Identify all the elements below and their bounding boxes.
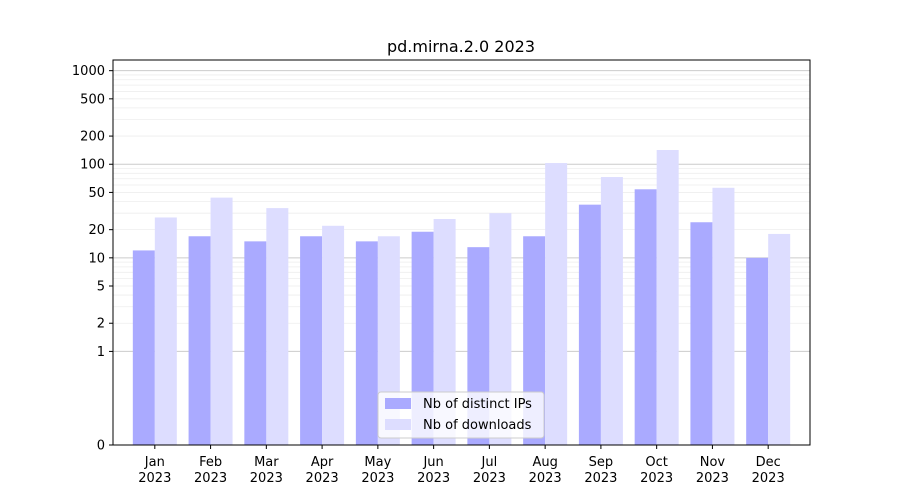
x-tick-label-month: Oct [645, 455, 667, 470]
x-tick-label-month: Apr [311, 455, 334, 470]
x-tick-label-year: 2023 [250, 471, 283, 486]
x-tick-label-year: 2023 [306, 471, 339, 486]
bar-downloads [656, 149, 679, 445]
legend-box [377, 391, 545, 439]
y-axis: 0 1 2 5 10 20 50 100 200 500 1000 [72, 64, 113, 454]
bar-distinct-ips [188, 236, 211, 445]
y-tick-label: 50 [88, 186, 105, 201]
x-tick-label-year: 2023 [529, 471, 562, 486]
bar-downloads [489, 213, 512, 445]
chart-title: pd.mirna.2.0 2023 [387, 37, 535, 56]
x-tick-label-month: Aug [532, 455, 557, 470]
x-tick-label-year: 2023 [752, 471, 785, 486]
bar-distinct-ips [746, 257, 769, 445]
bar-downloads [768, 233, 791, 445]
bars [132, 149, 791, 446]
x-tick-label-month: Dec [756, 455, 781, 470]
x-tick-label-month: Nov [700, 455, 726, 470]
legend-swatch-distinct-ips [385, 398, 411, 409]
bar-distinct-ips [634, 189, 657, 445]
x-tick-label-year: 2023 [417, 471, 450, 486]
bar-distinct-ips [578, 204, 601, 445]
legend-swatch-downloads [385, 419, 411, 430]
y-tick-label: 500 [80, 92, 105, 107]
legend-label-downloads: Nb of downloads [423, 418, 532, 433]
y-tick-label: 1 [97, 345, 105, 360]
bar-downloads [322, 225, 345, 445]
bar-distinct-ips [355, 241, 378, 445]
x-tick-label-month: Mar [254, 455, 279, 470]
legend: Nb of distinct IPs Nb of downloads [377, 391, 545, 439]
bar-downloads [433, 218, 456, 445]
y-tick-label: 100 [80, 158, 105, 173]
y-tick-label: 200 [80, 130, 105, 145]
x-tick-label-year: 2023 [138, 471, 171, 486]
x-tick-label-month: Jun [422, 455, 443, 470]
x-tick-label-month: Jul [481, 455, 498, 470]
bar-downloads [600, 177, 623, 446]
y-tick-label: 0 [97, 439, 105, 454]
plot-frame [112, 59, 811, 446]
x-tick-label-year: 2023 [584, 471, 617, 486]
bar-downloads [712, 187, 735, 445]
x-tick-label-year: 2023 [696, 471, 729, 486]
y-tick-label: 2 [97, 317, 105, 332]
bar-downloads [154, 217, 177, 445]
x-tick-label-year: 2023 [194, 471, 227, 486]
x-axis: Jan2023Feb2023Mar2023Apr2023May2023Jun20… [138, 445, 785, 486]
legend-label-distinct-ips: Nb of distinct IPs [423, 397, 532, 412]
x-tick-label-year: 2023 [361, 471, 394, 486]
x-tick-label-month: Sep [589, 455, 614, 470]
y-tick-label: 20 [88, 223, 105, 238]
x-tick-label-year: 2023 [473, 471, 506, 486]
bar-downloads [266, 208, 289, 445]
bar-downloads [210, 197, 233, 445]
x-tick-label-month: May [364, 455, 391, 470]
bar-distinct-ips [244, 241, 267, 445]
x-tick-label-month: Jan [144, 455, 165, 470]
x-tick-label-year: 2023 [640, 471, 673, 486]
y-tick-label: 1000 [72, 64, 105, 79]
y-tick-label: 5 [97, 280, 105, 295]
bar-distinct-ips [300, 236, 323, 445]
bar-distinct-ips [690, 222, 713, 445]
y-tick-label: 10 [88, 251, 105, 266]
bar-distinct-ips [132, 250, 155, 445]
x-tick-label-month: Feb [199, 455, 222, 470]
bar-downloads [545, 163, 568, 445]
